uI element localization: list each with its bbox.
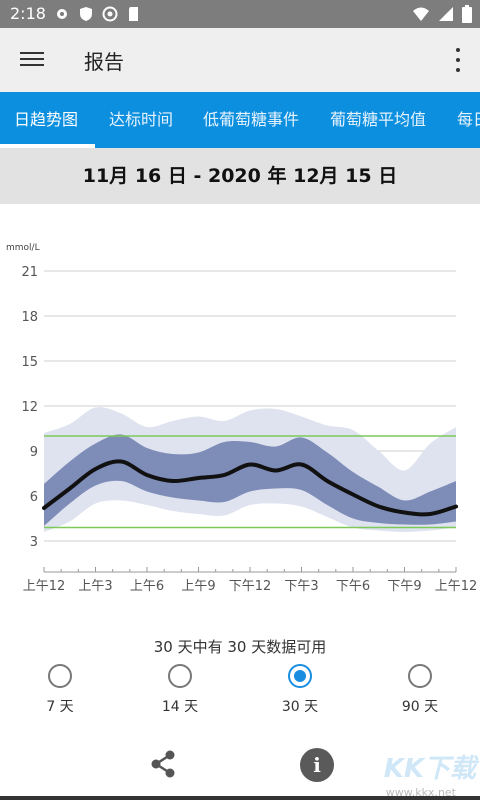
daily-trend-chart: 3 6 9 12 15 18 21 上午12 上午3 上午6 上午9 下午12 下午3 下午6 下午9 上午1… bbox=[21, 265, 478, 594]
shield-icon bbox=[80, 7, 92, 21]
range-option-14-days[interactable]: 14 天 bbox=[140, 660, 220, 716]
x-tick-label: 下午12 bbox=[229, 579, 272, 594]
radio-button[interactable] bbox=[168, 664, 192, 688]
tab-low-glucose-events[interactable]: 低葡萄糖事件 bbox=[203, 110, 300, 129]
status-bar: 2:18 bbox=[0, 0, 480, 28]
radio-button[interactable] bbox=[288, 664, 312, 688]
tab-daily[interactable]: 每日 bbox=[457, 110, 480, 129]
hamburger-menu-icon[interactable] bbox=[20, 48, 44, 72]
status-time: 2:18 bbox=[10, 4, 46, 23]
y-tick-label: 6 bbox=[30, 490, 38, 505]
x-tick-label: 上午12 bbox=[23, 579, 66, 594]
wifi-icon bbox=[413, 7, 429, 21]
y-tick-label: 15 bbox=[21, 355, 38, 370]
tab-time-in-range[interactable]: 达标时间 bbox=[109, 110, 174, 129]
y-axis-unit: mmol/L bbox=[6, 243, 40, 253]
percentile-25-75-band bbox=[44, 434, 456, 526]
bottom-action-bar: i bbox=[0, 740, 480, 792]
range-option-label: 30 天 bbox=[281, 699, 319, 715]
x-tick-label: 下午9 bbox=[387, 579, 421, 594]
info-icon[interactable]: i bbox=[300, 748, 334, 782]
report-tabs: 日趋势图 达标时间 低葡萄糖事件 葡萄糖平均值 每日 bbox=[0, 92, 480, 148]
y-tick-label: 18 bbox=[21, 310, 38, 325]
page-title: 报告 bbox=[84, 50, 124, 74]
battery-icon bbox=[462, 5, 472, 23]
radio-button[interactable] bbox=[408, 664, 432, 688]
range-option-label: 90 天 bbox=[401, 699, 439, 715]
x-tick-label: 下午6 bbox=[336, 579, 370, 594]
tab-daily-trend[interactable]: 日趋势图 bbox=[14, 110, 79, 129]
range-option-label: 7 天 bbox=[46, 699, 74, 715]
signal-icon bbox=[439, 7, 453, 21]
date-range: 11月 16 日 - 2020 年 12月 15 日 bbox=[0, 148, 480, 204]
radio-button[interactable] bbox=[48, 664, 72, 688]
y-tick-label: 9 bbox=[30, 445, 38, 460]
sd-card-icon bbox=[129, 7, 138, 21]
y-tick-label: 12 bbox=[21, 400, 38, 415]
app-bar: 报告 bbox=[0, 28, 480, 92]
range-option-30-days[interactable]: 30 天 bbox=[260, 660, 340, 716]
range-option-90-days[interactable]: 90 天 bbox=[380, 660, 460, 716]
nav-bar-line bbox=[0, 796, 480, 800]
range-selector: 7 天 14 天 30 天 90 天 bbox=[0, 660, 480, 720]
watermark-logo: KK下载 bbox=[383, 754, 476, 784]
no-disturb-icon bbox=[102, 6, 118, 22]
x-tick-label: 下午3 bbox=[284, 579, 318, 594]
y-tick-label: 3 bbox=[30, 535, 38, 550]
x-tick-label: 上午12 bbox=[435, 579, 478, 594]
x-tick-label: 上午6 bbox=[130, 579, 164, 594]
tab-indicator bbox=[0, 144, 95, 148]
gear-icon bbox=[57, 9, 67, 19]
x-tick-label: 上午3 bbox=[78, 579, 112, 594]
x-tick-label: 上午9 bbox=[181, 579, 215, 594]
tab-glucose-average[interactable]: 葡萄糖平均值 bbox=[330, 110, 427, 129]
range-option-label: 14 天 bbox=[161, 699, 199, 715]
watermark-url: www.kkx.net bbox=[385, 786, 456, 799]
range-option-7-days[interactable]: 7 天 bbox=[20, 660, 100, 716]
data-availability-text: 30 天中有 30 天数据可用 bbox=[153, 638, 327, 656]
median-line bbox=[42, 459, 458, 517]
share-icon[interactable] bbox=[147, 748, 179, 780]
y-tick-label: 21 bbox=[21, 265, 38, 280]
more-vert-icon[interactable] bbox=[454, 48, 462, 72]
